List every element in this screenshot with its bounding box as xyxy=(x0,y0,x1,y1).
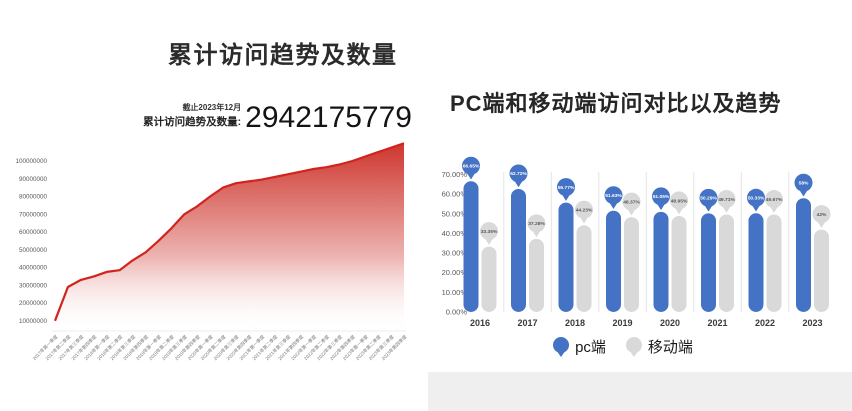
year-label: 2021 xyxy=(707,318,727,328)
mobile-balloon xyxy=(717,189,736,208)
mobile-balloon-label: 33.35% xyxy=(481,229,498,235)
mobile-bar xyxy=(576,225,592,312)
y-axis-tick-label: 40.00% xyxy=(442,229,468,238)
y-axis-tick-label: 10.00% xyxy=(442,288,468,297)
year-label: 2023 xyxy=(802,318,822,328)
annotation-value: 2942175779 xyxy=(245,100,412,134)
year-label: 2019 xyxy=(612,318,632,328)
y-axis-tick-label: 60.00% xyxy=(442,190,468,199)
mobile-balloon-label: 44.23% xyxy=(576,208,593,214)
annotation-date: 截止2023年12月 xyxy=(182,103,242,112)
mobile-bar xyxy=(624,217,639,312)
pc-balloon xyxy=(509,164,528,183)
pc-balloon xyxy=(794,173,813,192)
pc-balloon-label: 50.33% xyxy=(748,196,765,202)
mobile-balloon-label: 37.28% xyxy=(528,221,545,227)
bottom-gray-strip xyxy=(428,372,852,411)
mobile-balloon xyxy=(527,214,546,233)
mobile-bar xyxy=(766,214,782,312)
pc-balloon-label: 66.65% xyxy=(463,164,480,170)
pc-balloon xyxy=(699,188,718,207)
pc-balloon xyxy=(462,156,480,175)
y-axis-tick-label: 50000000 xyxy=(19,247,48,254)
pc-bar xyxy=(606,210,621,312)
pc-bar xyxy=(463,181,479,312)
legend-item-pc: pc端 xyxy=(553,336,606,357)
y-axis-tick-label: 100000000 xyxy=(15,158,47,165)
area-line xyxy=(53,142,405,322)
y-axis-tick-label: 10000000 xyxy=(19,318,48,325)
pc-balloon-label: 58% xyxy=(799,181,809,187)
legend-item-mobile: 移动端 xyxy=(625,336,693,357)
area-fill xyxy=(55,143,404,334)
mobile-bar xyxy=(814,229,829,312)
y-axis-tick-label: 50.00% xyxy=(442,209,468,218)
annotation-lines: 截止2023年12月 累计访问趋势及数量: xyxy=(143,102,241,129)
pc-bar xyxy=(511,188,526,312)
year-label: 2016 xyxy=(470,318,490,328)
mobile-balloon xyxy=(670,191,688,210)
pc-bar xyxy=(748,213,764,312)
legend-mobile-marker-icon xyxy=(625,336,642,357)
y-axis-tick-label: 70.00% xyxy=(442,170,468,179)
mobile-balloon-label: 48.37% xyxy=(623,199,640,205)
legend-mobile-label: 移动端 xyxy=(647,339,693,356)
pc-balloon-label: 50.29% xyxy=(700,196,717,202)
mobile-bar xyxy=(529,238,544,312)
mobile-balloon xyxy=(575,200,593,219)
mobile-balloon xyxy=(622,192,641,211)
mobile-balloon-label: 42% xyxy=(817,212,827,218)
mobile-balloon xyxy=(812,205,831,224)
bar-chart: 0.00% 10.00% 20.00% 30.00% 40.00% 50.00% 60.00… xyxy=(442,156,831,328)
y-axis-tick-label: 0.00% xyxy=(446,307,468,316)
annotation-label: 累计访问趋势及数量: xyxy=(143,116,242,128)
pc-balloon xyxy=(604,186,623,205)
mobile-balloon-label: 49.67% xyxy=(766,197,783,203)
y-axis-tick-label: 60000000 xyxy=(19,229,48,236)
y-axis-tick-label: 30.00% xyxy=(442,249,468,258)
right-chart-title: PC端和移动端访问对比以及趋势 xyxy=(450,91,782,116)
y-axis-tick-label: 30000000 xyxy=(19,282,48,289)
chart-legend: pc端 移动端 xyxy=(410,336,836,357)
pc-balloon-label: 62.72% xyxy=(510,171,527,177)
mobile-balloon-label: 49.71% xyxy=(718,197,735,203)
y-axis-tick-label: 80000000 xyxy=(19,194,48,201)
mobile-bar xyxy=(719,214,734,312)
year-label: 2022 xyxy=(755,318,775,328)
mobile-bar xyxy=(671,215,687,312)
pc-bar xyxy=(701,213,716,312)
pc-bar xyxy=(558,202,574,312)
y-axis-tick-label: 70000000 xyxy=(19,211,48,218)
pc-balloon xyxy=(652,187,670,206)
y-axis-tick-label: 20000000 xyxy=(19,300,48,307)
pc-balloon-label: 51.63% xyxy=(605,193,622,199)
mobile-balloon xyxy=(480,222,498,241)
pc-balloon xyxy=(747,188,765,207)
legend-pc-label: pc端 xyxy=(575,339,606,356)
mobile-balloon-label: 48.95% xyxy=(671,198,688,204)
pc-balloon xyxy=(557,178,575,197)
y-axis-tick-label: 40000000 xyxy=(19,265,48,272)
pc-mobile-chart-panel: PC端和移动端访问对比以及趋势 0.00% 10.00% 20.00% 30.00% 4… xyxy=(426,0,852,411)
year-label: 2018 xyxy=(565,318,585,328)
pc-balloon-label: 55.77% xyxy=(558,185,575,191)
area-chart: 10000000 20000000 30000000 40000000 50000000… xyxy=(15,142,409,362)
y-axis-tick-label: 90000000 xyxy=(19,176,48,183)
cumulative-visits-chart-panel: 累计访问趋势及数量 截止2023年12月 累计访问趋势及数量: 29421757… xyxy=(15,42,412,362)
left-chart-title: 累计访问趋势及数量 xyxy=(168,42,398,69)
pc-bar xyxy=(796,198,811,312)
mobile-balloon xyxy=(765,190,783,209)
pc-balloon-label: 51.05% xyxy=(653,194,670,200)
y-axis-tick-label: 20.00% xyxy=(442,268,468,277)
year-label: 2020 xyxy=(660,318,680,328)
legend-pc-marker-icon xyxy=(553,336,570,357)
pc-bar xyxy=(653,211,669,312)
mobile-bar xyxy=(481,246,497,312)
year-label: 2017 xyxy=(517,318,537,328)
cumulative-annotation: 截止2023年12月 累计访问趋势及数量: 2942175779 xyxy=(143,100,412,134)
